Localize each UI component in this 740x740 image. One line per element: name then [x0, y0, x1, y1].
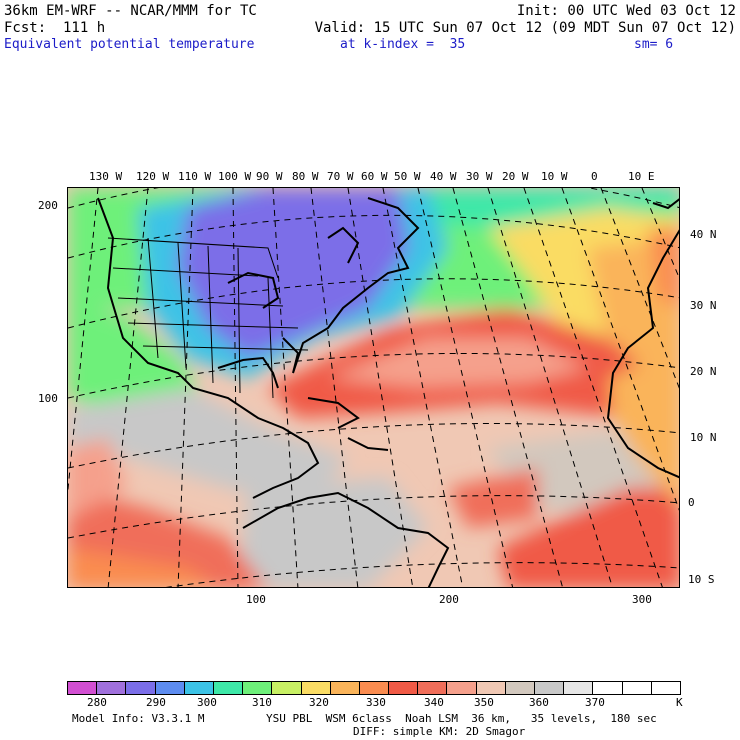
lon-label: 120 W: [136, 170, 170, 183]
field-red-se: [498, 488, 679, 587]
lat-label: 10 S: [688, 573, 715, 586]
lat-label: 30 N: [690, 299, 717, 312]
lon-label: 100 W: [218, 170, 252, 183]
colorbar-tick-label: 310: [252, 696, 272, 709]
colorbar-tick-label: 340: [424, 696, 444, 709]
diffusion-info: DIFF: simple KM: 2D Smagor: [353, 725, 526, 738]
lon-label: 80 W: [292, 170, 319, 183]
lon-label: 70 W: [327, 170, 354, 183]
colorbar-tick-label: 320: [309, 696, 329, 709]
field-salmon-band: [328, 338, 588, 388]
field-green-left: [68, 298, 198, 418]
colorbar-tick-label: 350: [474, 696, 494, 709]
lon-label: 50 W: [394, 170, 421, 183]
lon-label: 30 W: [466, 170, 493, 183]
colorbar-unit: K: [676, 696, 683, 709]
colorbar-tick-label: 360: [529, 696, 549, 709]
lat-label: 10 N: [690, 431, 717, 444]
field-name: Equivalent potential temperature: [4, 37, 255, 52]
smoothing-label: sm= 6: [634, 37, 674, 52]
field-africa: [608, 348, 679, 506]
lat-label: 40 N: [690, 228, 717, 241]
lon-label: 130 W: [89, 170, 123, 183]
grid-y-label: 100: [38, 392, 58, 405]
colorbar-tick-label: 300: [197, 696, 217, 709]
forecast-hour: Fcst: 111 h: [4, 20, 106, 36]
field-iberia: [648, 228, 679, 308]
colorbar-swatch: [155, 682, 185, 694]
model-title: 36km EM-WRF -- NCAR/MMM for TC: [4, 3, 257, 19]
graticule: [68, 188, 679, 587]
colorbar: [67, 681, 681, 695]
lon-label: 90 W: [256, 170, 283, 183]
colorbar-swatch: [622, 682, 652, 694]
colorbar-tick-label: 370: [585, 696, 605, 709]
init-time: Init: 00 UTC Wed 03 Oct 12: [516, 3, 736, 19]
lon-label: 20 W: [502, 170, 529, 183]
grid-y-label: 200: [38, 199, 58, 212]
lat-label: 0: [688, 496, 695, 509]
colorbar-swatch: [564, 682, 594, 694]
field-gray-caribbean: [68, 388, 348, 508]
colorbar-swatch: [272, 682, 302, 694]
colorbar-swatch: [184, 682, 214, 694]
colorbar-swatch: [447, 682, 477, 694]
colorbar-swatch: [330, 682, 360, 694]
colorbar-swatch: [126, 682, 156, 694]
colorbar-tick-label: 280: [87, 696, 107, 709]
colorbar-swatch: [213, 682, 244, 694]
grid-x-label: 300: [632, 593, 652, 606]
colorbar-swatch: [301, 682, 331, 694]
grid-x-label: 200: [439, 593, 459, 606]
colorbar-swatch: [68, 682, 98, 694]
field-red-mid: [448, 468, 538, 528]
colorbar-swatch: [418, 682, 448, 694]
colorbar-swatch: [593, 682, 623, 694]
colorbar-swatch: [476, 682, 506, 694]
field-pacific: [68, 438, 128, 518]
colorbar-swatch: [651, 682, 680, 694]
colorbar-tick-label: 290: [146, 696, 166, 709]
lon-label: 10 W: [541, 170, 568, 183]
colorbar-tick-label: 330: [366, 696, 386, 709]
lat-label: 20 N: [690, 365, 717, 378]
political-borders: [107, 237, 309, 399]
lon-label: 10 E: [628, 170, 655, 183]
colorbar-swatch: [535, 682, 565, 694]
colorbar-swatch: [505, 682, 535, 694]
colorbar-swatch: [389, 682, 419, 694]
physics-info: YSU PBL WSM 6class Noah LSM 36 km, 35 le…: [266, 712, 657, 725]
grid-x-label: 100: [246, 593, 266, 606]
lon-label: 60 W: [361, 170, 388, 183]
colorbar-swatch: [97, 682, 127, 694]
lon-label: 0: [591, 170, 598, 183]
colorbar-swatch: [243, 682, 273, 694]
model-info: Model Info: V3.3.1 M: [72, 712, 205, 725]
level-label: at k-index = 35: [340, 37, 466, 52]
lon-label: 40 W: [430, 170, 457, 183]
theta-e-map: [68, 188, 679, 587]
valid-time: Valid: 15 UTC Sun 07 Oct 12 (09 MDT Sun …: [314, 20, 736, 36]
colorbar-swatch: [359, 682, 390, 694]
field-purple-region: [178, 188, 408, 358]
coastlines: [97, 197, 679, 587]
map-panel: [67, 187, 680, 588]
lon-label: 110 W: [178, 170, 212, 183]
